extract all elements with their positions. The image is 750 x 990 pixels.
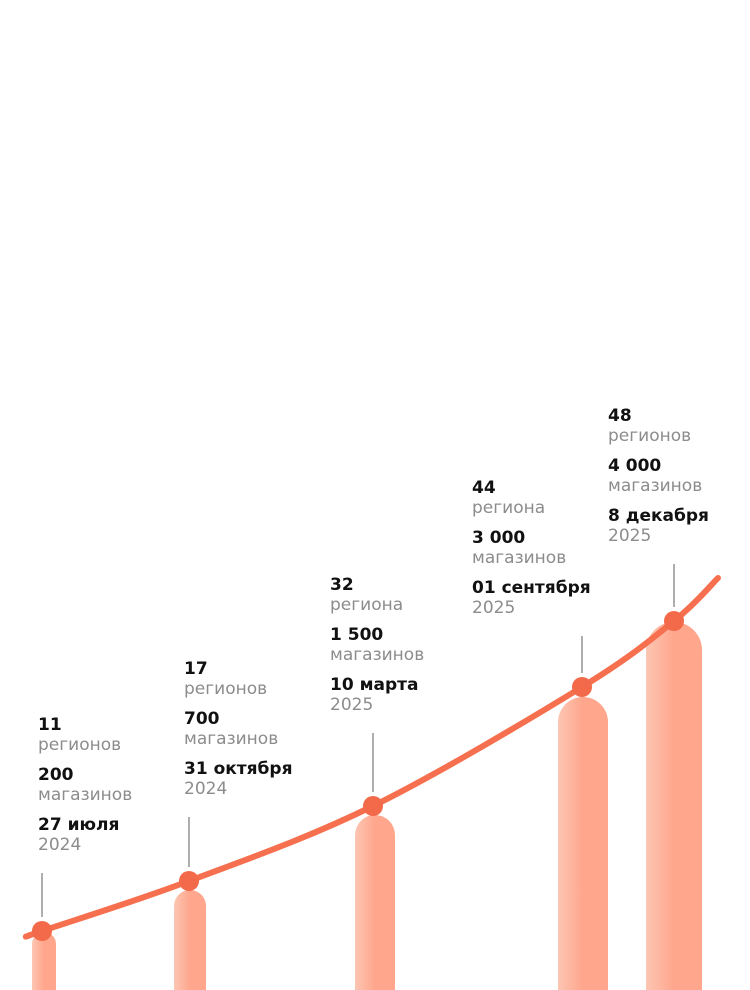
- milestone-dot: [664, 611, 684, 631]
- stores-label: магазинов: [38, 785, 132, 805]
- stores: 3 000: [472, 528, 525, 548]
- stores-label: магазинов: [472, 548, 566, 568]
- year: 2024: [38, 835, 81, 855]
- stores: 4 000: [608, 456, 661, 476]
- date: 8 декабря: [608, 506, 709, 526]
- date: 01 сентября: [472, 578, 591, 598]
- date: 27 июля: [38, 815, 119, 835]
- milestone-dot: [363, 796, 383, 816]
- regions: 44: [472, 478, 496, 498]
- stores: 200: [38, 765, 74, 785]
- year: 2024: [184, 779, 227, 799]
- bar: [355, 815, 395, 990]
- milestone-dot: [572, 677, 592, 697]
- year: 2025: [472, 598, 515, 618]
- regions: 17: [184, 659, 208, 679]
- regions-label: регионов: [184, 679, 267, 699]
- date: 31 октября: [184, 759, 293, 779]
- stores: 1 500: [330, 625, 383, 645]
- bar: [32, 932, 56, 990]
- regions-label: региона: [472, 498, 545, 518]
- stores-label: магазинов: [184, 729, 278, 749]
- stores-label: магазинов: [330, 645, 424, 665]
- year: 2025: [330, 695, 373, 715]
- regions-label: региона: [330, 595, 403, 615]
- milestone-dot: [32, 921, 52, 941]
- stores-label: магазинов: [608, 476, 702, 496]
- regions: 32: [330, 575, 354, 595]
- stores: 700: [184, 709, 220, 729]
- year: 2025: [608, 526, 651, 546]
- milestone-dot: [179, 871, 199, 891]
- regions: 11: [38, 715, 62, 735]
- date: 10 марта: [330, 675, 418, 695]
- regions-label: регионов: [38, 735, 121, 755]
- bar: [558, 697, 608, 990]
- bar: [646, 622, 702, 990]
- bar: [174, 890, 206, 990]
- regions: 48: [608, 406, 632, 426]
- regions-label: регионов: [608, 426, 691, 446]
